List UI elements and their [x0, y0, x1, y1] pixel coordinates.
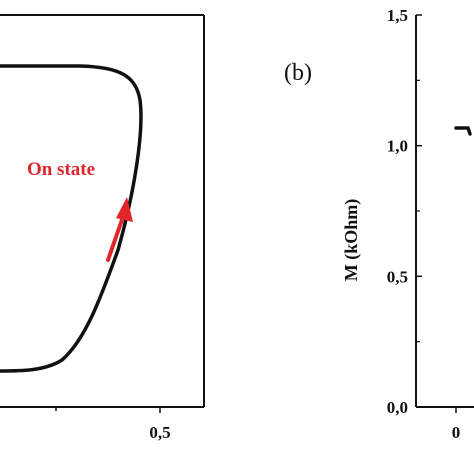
panel-b-y-ticks: 0,0 0,5 1,0 1,5 — [387, 6, 422, 417]
panel-b-curve — [454, 126, 472, 136]
hysteresis-curve — [0, 64, 143, 373]
panel-a: 0,5 On state — [0, 14, 205, 442]
panel-b-y-tick-label: 0,5 — [387, 267, 408, 286]
on-state-annotation: On state — [27, 159, 95, 180]
panel-b-label: (b) — [284, 60, 312, 86]
panel-b-y-tick-label: 1,5 — [387, 6, 408, 25]
panel-b-x-tick-label: 0 — [452, 423, 461, 442]
panel-b-y-tick-label: 1,0 — [387, 137, 408, 156]
panel-b-y-tick-label: 0,0 — [387, 398, 408, 417]
direction-arrow-shaft — [106, 212, 126, 262]
panel-b-y-axis-label: M (kOhm) — [341, 199, 362, 282]
direction-arrow-head — [116, 197, 133, 222]
panel-b: (b) M (kOhm) 0 0,0 0,5 1,0 1,5 — [284, 6, 474, 442]
panel-a-x-tick-label: 0,5 — [149, 423, 170, 442]
